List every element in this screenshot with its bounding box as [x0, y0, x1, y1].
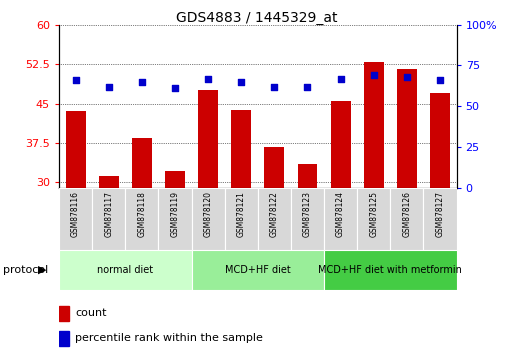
- Bar: [198, 90, 218, 188]
- FancyBboxPatch shape: [258, 188, 291, 250]
- Bar: [66, 112, 86, 188]
- Bar: [331, 101, 350, 188]
- Text: GSM878122: GSM878122: [270, 191, 279, 236]
- Bar: [59, 331, 69, 346]
- Bar: [231, 110, 251, 188]
- FancyBboxPatch shape: [225, 188, 258, 250]
- Text: GSM878116: GSM878116: [71, 191, 80, 237]
- Point: [237, 79, 245, 85]
- Bar: [165, 171, 185, 188]
- Point: [403, 74, 411, 80]
- Text: GSM878121: GSM878121: [236, 191, 246, 236]
- FancyBboxPatch shape: [125, 188, 159, 250]
- Point: [71, 77, 80, 83]
- Point: [171, 85, 179, 91]
- FancyBboxPatch shape: [159, 188, 191, 250]
- FancyBboxPatch shape: [191, 188, 225, 250]
- Point: [303, 84, 311, 90]
- FancyBboxPatch shape: [59, 250, 191, 290]
- Bar: [298, 164, 318, 188]
- Point: [137, 79, 146, 85]
- Text: MCD+HF diet: MCD+HF diet: [225, 265, 291, 275]
- Bar: [430, 93, 450, 188]
- Point: [370, 73, 378, 78]
- FancyBboxPatch shape: [191, 250, 324, 290]
- Text: GSM878120: GSM878120: [204, 191, 212, 237]
- Text: GSM878125: GSM878125: [369, 191, 378, 237]
- Point: [337, 76, 345, 81]
- Text: GDS4883 / 1445329_at: GDS4883 / 1445329_at: [176, 11, 337, 25]
- Point: [436, 77, 444, 83]
- Text: protocol: protocol: [3, 265, 48, 275]
- Bar: [132, 138, 152, 188]
- FancyBboxPatch shape: [357, 188, 390, 250]
- Text: count: count: [75, 308, 106, 318]
- Text: GSM878117: GSM878117: [104, 191, 113, 237]
- FancyBboxPatch shape: [324, 188, 357, 250]
- Text: ▶: ▶: [38, 265, 47, 275]
- Text: GSM878123: GSM878123: [303, 191, 312, 237]
- FancyBboxPatch shape: [291, 188, 324, 250]
- Text: percentile rank within the sample: percentile rank within the sample: [75, 333, 263, 343]
- Bar: [59, 306, 69, 321]
- Text: GSM878127: GSM878127: [436, 191, 444, 237]
- Point: [204, 76, 212, 81]
- Text: normal diet: normal diet: [97, 265, 153, 275]
- Text: GSM878124: GSM878124: [336, 191, 345, 237]
- Point: [270, 84, 279, 90]
- FancyBboxPatch shape: [390, 188, 423, 250]
- FancyBboxPatch shape: [324, 250, 457, 290]
- Bar: [98, 176, 119, 188]
- FancyBboxPatch shape: [423, 188, 457, 250]
- Bar: [397, 69, 417, 188]
- Text: GSM878126: GSM878126: [402, 191, 411, 237]
- Text: GSM878119: GSM878119: [170, 191, 180, 237]
- Bar: [264, 147, 284, 188]
- Point: [105, 84, 113, 90]
- FancyBboxPatch shape: [59, 188, 92, 250]
- FancyBboxPatch shape: [92, 188, 125, 250]
- Text: MCD+HF diet with metformin: MCD+HF diet with metformin: [319, 265, 462, 275]
- Text: GSM878118: GSM878118: [137, 191, 146, 236]
- Bar: [364, 62, 384, 188]
